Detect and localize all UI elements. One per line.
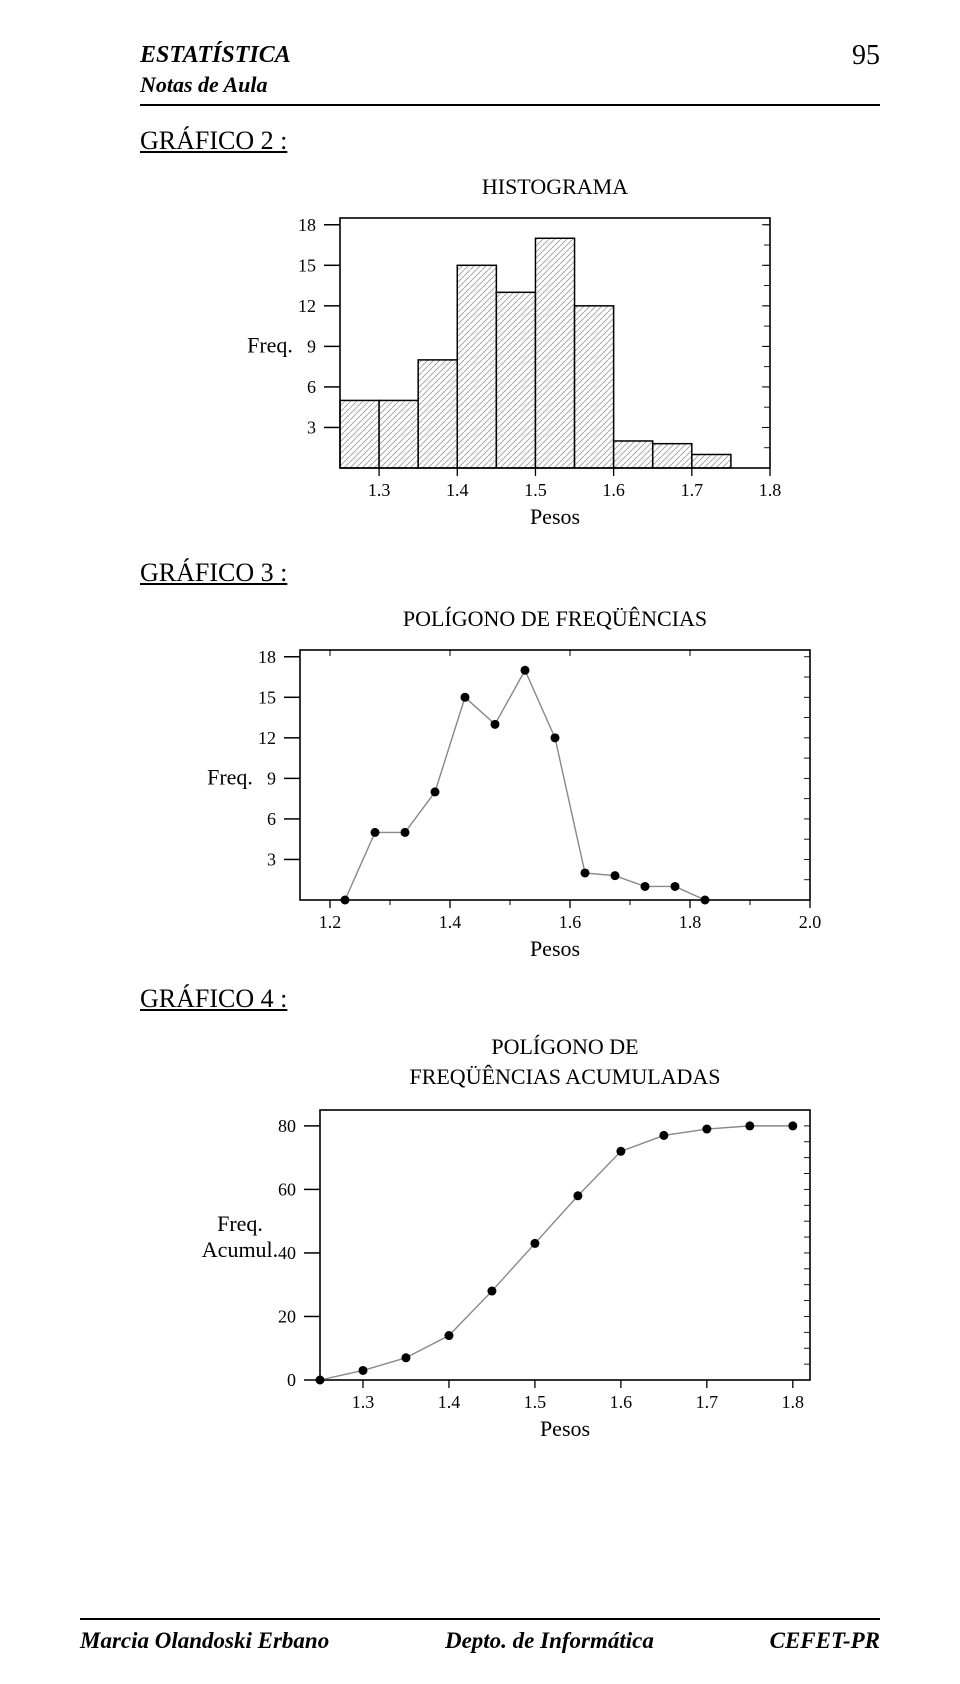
svg-text:1.7: 1.7 (681, 480, 704, 500)
section-4-title: GRÁFICO 4 : (140, 984, 880, 1014)
svg-text:6: 6 (307, 377, 316, 397)
header-title: ESTATÍSTICA (140, 40, 291, 71)
svg-text:12: 12 (258, 728, 276, 748)
svg-text:80: 80 (278, 1116, 296, 1136)
svg-text:40: 40 (278, 1243, 296, 1263)
svg-text:1.6: 1.6 (602, 480, 625, 500)
svg-text:2.0: 2.0 (799, 912, 822, 932)
svg-text:FREQÜÊNCIAS ACUMULADAS: FREQÜÊNCIAS ACUMULADAS (409, 1064, 720, 1089)
svg-text:1.6: 1.6 (610, 1392, 633, 1412)
svg-text:1.8: 1.8 (782, 1392, 805, 1412)
svg-text:1.8: 1.8 (679, 912, 702, 932)
cumulative-freq-chart: POLÍGONO DE FREQÜÊNCIAS ACUMULADAS 0 20 40 60… (140, 1026, 880, 1456)
svg-text:1.8: 1.8 (759, 480, 782, 500)
svg-text:Freq.: Freq. (207, 764, 253, 789)
header-divider (140, 104, 880, 106)
svg-text:60: 60 (278, 1179, 296, 1199)
svg-text:POLÍGONO DE: POLÍGONO DE (491, 1034, 638, 1059)
svg-text:18: 18 (298, 215, 316, 235)
svg-text:1.2: 1.2 (319, 912, 342, 932)
footer-center: Depto. de Informática (445, 1628, 654, 1654)
svg-text:6: 6 (267, 809, 276, 829)
svg-text:Acumul.: Acumul. (202, 1237, 278, 1262)
page-header: ESTATÍSTICA Notas de Aula 95 (140, 40, 880, 100)
svg-text:1.3: 1.3 (352, 1392, 375, 1412)
svg-text:1.5: 1.5 (524, 480, 547, 500)
svg-text:1.6: 1.6 (559, 912, 582, 932)
svg-text:12: 12 (298, 296, 316, 316)
svg-text:15: 15 (258, 687, 276, 707)
freq-polygon-chart: POLÍGONO DE FREQÜÊNCIAS 3 6 9 12 15 18 Freq. 1.2… (140, 600, 880, 970)
header-subtitle: Notas de Aula (140, 71, 291, 100)
svg-text:1.5: 1.5 (524, 1392, 547, 1412)
svg-text:9: 9 (307, 336, 316, 356)
svg-text:Pesos: Pesos (540, 1416, 590, 1441)
svg-text:0: 0 (287, 1370, 296, 1390)
histogram-chart: HISTOGRAMA 3 6 9 12 15 18 Freq. 1.3 1.4 1.5 1.6 1.7 1… (140, 168, 880, 538)
page-number: 95 (852, 40, 880, 72)
svg-text:Freq.: Freq. (217, 1211, 263, 1236)
svg-text:9: 9 (267, 768, 276, 788)
svg-text:Freq.: Freq. (247, 332, 293, 357)
svg-text:POLÍGONO DE FREQÜÊNCIAS: POLÍGONO DE FREQÜÊNCIAS (403, 606, 707, 631)
svg-text:20: 20 (278, 1306, 296, 1326)
svg-text:15: 15 (298, 255, 316, 275)
svg-text:HISTOGRAMA: HISTOGRAMA (482, 174, 628, 199)
svg-text:1.4: 1.4 (446, 480, 469, 500)
section-2-title: GRÁFICO 2 : (140, 126, 880, 156)
footer-right: CEFET-PR (770, 1628, 880, 1654)
svg-text:1.7: 1.7 (696, 1392, 719, 1412)
svg-text:3: 3 (267, 849, 276, 869)
svg-text:Pesos: Pesos (530, 936, 580, 961)
page-footer: Marcia Olandoski Erbano Depto. de Inform… (80, 1618, 880, 1654)
section-3-title: GRÁFICO 3 : (140, 558, 880, 588)
svg-text:1.4: 1.4 (439, 912, 462, 932)
svg-text:18: 18 (258, 647, 276, 667)
svg-text:3: 3 (307, 417, 316, 437)
footer-left: Marcia Olandoski Erbano (80, 1628, 329, 1654)
svg-text:Pesos: Pesos (530, 504, 580, 529)
svg-text:1.3: 1.3 (368, 480, 391, 500)
svg-text:1.4: 1.4 (438, 1392, 461, 1412)
